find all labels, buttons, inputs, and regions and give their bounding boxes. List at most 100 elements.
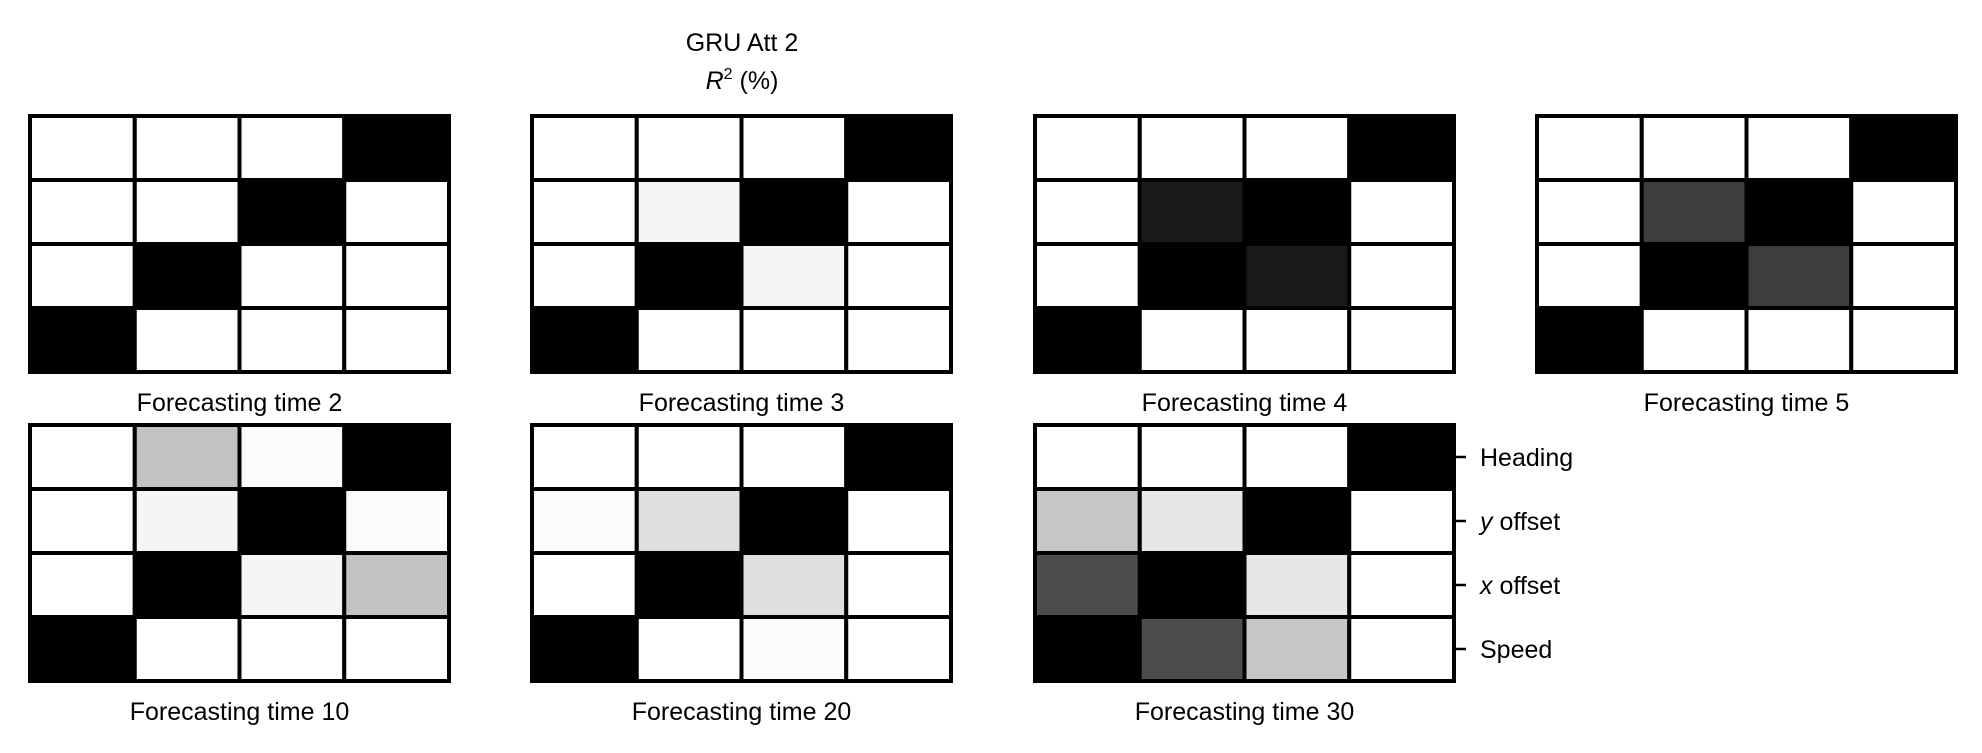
heatmap-cell bbox=[237, 423, 347, 491]
panel-label: Forecasting time 2 bbox=[137, 389, 343, 417]
heatmap-cell bbox=[844, 306, 953, 374]
panel-frame bbox=[530, 423, 953, 683]
heatmap-cell bbox=[634, 114, 744, 182]
heatmap-cell bbox=[844, 242, 953, 310]
heatmap-cell bbox=[530, 178, 639, 246]
row-label-text: offset bbox=[1493, 508, 1561, 536]
heatmap-cell bbox=[1849, 242, 1958, 310]
heatmap-cell bbox=[1242, 487, 1352, 555]
heatmap-cell bbox=[634, 487, 744, 555]
figure-subtitle: R2 (%) bbox=[706, 66, 779, 95]
heatmap-cell bbox=[132, 242, 242, 310]
subtitle-exponent: 2 bbox=[724, 66, 733, 83]
heatmap-cell bbox=[1137, 615, 1247, 683]
panel-label: Forecasting time 5 bbox=[1644, 389, 1850, 417]
heatmap-cell bbox=[1242, 178, 1352, 246]
heatmap-cell bbox=[1033, 306, 1142, 374]
heatmap-cell bbox=[1033, 551, 1142, 619]
row-label-text: offset bbox=[1493, 572, 1561, 600]
heatmap-cell bbox=[634, 615, 744, 683]
heatmap-cell bbox=[1744, 178, 1854, 246]
heatmap-cell bbox=[739, 551, 849, 619]
heatmap-cell bbox=[237, 306, 347, 374]
panel-frame bbox=[28, 423, 451, 683]
heatmap-cell bbox=[342, 306, 451, 374]
heatmap-cell bbox=[634, 306, 744, 374]
heatmap-cell bbox=[132, 487, 242, 555]
heatmap-cell bbox=[342, 615, 451, 683]
heatmap-cell bbox=[1242, 242, 1352, 310]
heatmap-cell bbox=[1535, 242, 1644, 310]
heatmap-cell bbox=[1639, 114, 1749, 182]
heatmap-cell bbox=[28, 114, 137, 182]
heatmap-cell bbox=[237, 178, 347, 246]
heatmap-cell bbox=[1347, 178, 1456, 246]
row-tick-label: Heading bbox=[1480, 444, 1573, 472]
heatmap-cell bbox=[1033, 487, 1142, 555]
heatmap-cell bbox=[844, 114, 953, 182]
row-label-symbol: x bbox=[1479, 572, 1494, 600]
heatmap-cell bbox=[342, 114, 451, 182]
heatmap-panel: Forecasting time 30 bbox=[1033, 423, 1456, 726]
heatmap-cell bbox=[634, 423, 744, 491]
heatmap-cell bbox=[844, 423, 953, 491]
heatmap-cell bbox=[237, 551, 347, 619]
heatmap-cell bbox=[739, 487, 849, 555]
heatmap-cell bbox=[342, 178, 451, 246]
heatmap-cell bbox=[1033, 242, 1142, 310]
heatmap-cell bbox=[1137, 114, 1247, 182]
heatmap-cell bbox=[1137, 306, 1247, 374]
heatmap-cell bbox=[1849, 178, 1958, 246]
row-tick-label: Speed bbox=[1480, 636, 1552, 664]
heatmap-cell bbox=[1242, 423, 1352, 491]
panel-frame bbox=[1033, 423, 1456, 683]
heatmap-cell bbox=[1347, 306, 1456, 374]
heatmap-cell bbox=[530, 306, 639, 374]
heatmap-cell bbox=[1137, 242, 1247, 310]
heatmap-cell bbox=[1242, 114, 1352, 182]
heatmap-cell bbox=[634, 242, 744, 310]
heatmap-cell bbox=[530, 551, 639, 619]
heatmap-cell bbox=[342, 423, 451, 491]
heatmap-cell bbox=[1639, 178, 1749, 246]
heatmap-cell bbox=[132, 551, 242, 619]
heatmap-cell bbox=[237, 242, 347, 310]
row-label-text: Heading bbox=[1480, 444, 1573, 472]
heatmap-cell bbox=[1347, 615, 1456, 683]
heatmap-cell bbox=[342, 551, 451, 619]
heatmap-panel: Forecasting time 5 bbox=[1535, 114, 1958, 417]
heatmap-panel: Forecasting time 4 bbox=[1033, 114, 1456, 417]
heatmap-cell bbox=[739, 242, 849, 310]
heatmap-cell bbox=[237, 114, 347, 182]
heatmap-cell bbox=[1347, 551, 1456, 619]
heatmap-panel: Forecasting time 10 bbox=[28, 423, 451, 726]
heatmap-cell bbox=[739, 178, 849, 246]
heatmap-cell bbox=[342, 242, 451, 310]
panels-group: Forecasting time 2 Forecasting time 3 Fore… bbox=[28, 114, 1958, 726]
heatmap-cell bbox=[1137, 551, 1247, 619]
heatmap-cell bbox=[1535, 114, 1644, 182]
heatmap-cell bbox=[530, 242, 639, 310]
heatmap-cell bbox=[530, 615, 639, 683]
heatmap-panel: Forecasting time 20 bbox=[530, 423, 953, 726]
heatmap-panel: Forecasting time 2 bbox=[28, 114, 451, 417]
heatmap-cell bbox=[1744, 306, 1854, 374]
figure-title: GRU Att 2 bbox=[686, 29, 799, 57]
panel-frame bbox=[28, 114, 451, 374]
heatmap-cell bbox=[1137, 178, 1247, 246]
heatmap-cell bbox=[1849, 306, 1958, 374]
heatmap-cell bbox=[28, 423, 137, 491]
heatmap-cell bbox=[132, 306, 242, 374]
heatmap-cell bbox=[634, 178, 744, 246]
heatmap-cell bbox=[1347, 114, 1456, 182]
heatmap-cell bbox=[1639, 242, 1749, 310]
panel-frame bbox=[1033, 114, 1456, 374]
heatmap-cell bbox=[28, 242, 137, 310]
heatmap-panel: Forecasting time 3 bbox=[530, 114, 953, 417]
heatmap-cell bbox=[28, 306, 137, 374]
heatmap-cell bbox=[1535, 306, 1644, 374]
panel-label: Forecasting time 4 bbox=[1142, 389, 1348, 417]
heatmap-cell bbox=[132, 114, 242, 182]
